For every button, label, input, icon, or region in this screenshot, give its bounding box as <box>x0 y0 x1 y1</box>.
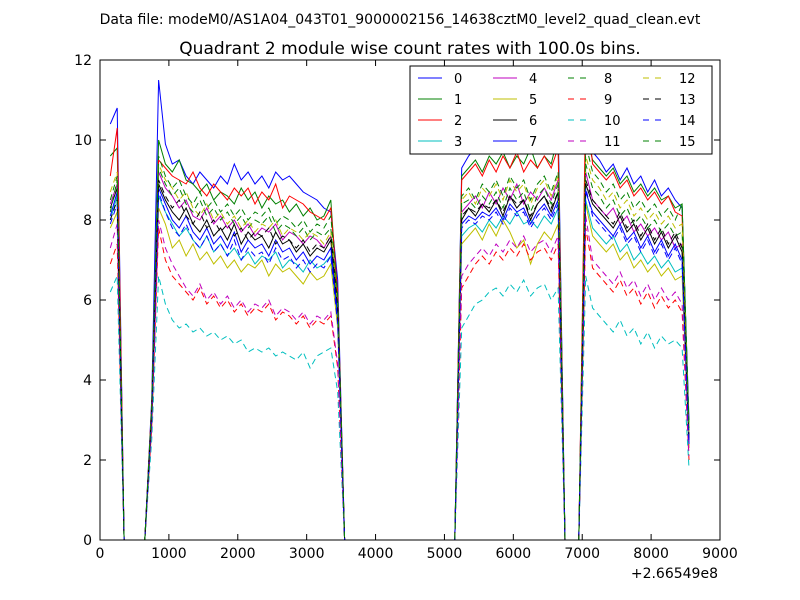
legend-label-9: 9 <box>604 93 612 108</box>
x-offset-label: +2.66549e8 <box>631 566 718 582</box>
series-line-6 <box>109 183 690 540</box>
series-line-10 <box>109 275 690 540</box>
x-tick-label: 0 <box>96 546 105 562</box>
legend-label-12: 12 <box>679 72 696 87</box>
series-line-11 <box>109 215 690 540</box>
legend-label-11: 11 <box>604 135 621 150</box>
y-tick-label: 0 <box>83 533 92 549</box>
y-tick-label: 8 <box>83 213 92 229</box>
x-tick-label: 5000 <box>427 546 463 562</box>
x-tick-label: 6000 <box>496 546 532 562</box>
data-file-suptitle: Data file: modeM0/AS1A04_043T01_90000021… <box>100 12 701 28</box>
chart-title: Quadrant 2 module wise count rates with … <box>179 39 640 59</box>
legend-label-8: 8 <box>604 72 612 87</box>
x-tick-label: 4000 <box>358 546 394 562</box>
series-line-2 <box>109 99 690 540</box>
axis-ticks: 0 1000 2000 3000 4000 5000 6000 7000 8000 9000 0 2 4… <box>74 53 738 562</box>
x-tick-label: 3000 <box>289 546 325 562</box>
x-tick-label: 9000 <box>702 546 738 562</box>
x-tick-label: 2000 <box>220 546 256 562</box>
legend-label-0: 0 <box>454 72 462 87</box>
legend-label-13: 13 <box>679 93 696 108</box>
series-line-14 <box>109 187 690 540</box>
legend-label-5: 5 <box>529 93 537 108</box>
y-tick-label: 12 <box>74 53 92 69</box>
series-line-5 <box>109 203 690 540</box>
y-tick-label: 2 <box>83 453 92 469</box>
legend-label-14: 14 <box>679 114 696 129</box>
series-line-12 <box>109 155 690 540</box>
y-tick-label: 6 <box>83 293 92 309</box>
legend-label-6: 6 <box>529 114 537 129</box>
legend-label-1: 1 <box>454 93 462 108</box>
legend-label-4: 4 <box>529 72 537 87</box>
series-line-13 <box>109 179 690 540</box>
series-line-9 <box>109 227 690 540</box>
legend-label-3: 3 <box>454 135 462 150</box>
y-tick-label: 10 <box>74 133 92 149</box>
x-tick-label: 7000 <box>564 546 600 562</box>
legend-label-7: 7 <box>529 135 537 150</box>
legend-label-15: 15 <box>679 135 696 150</box>
legend-box <box>409 65 713 155</box>
legend-label-2: 2 <box>454 114 462 129</box>
legend-label-10: 10 <box>604 114 621 129</box>
y-tick-label: 4 <box>83 373 92 389</box>
x-tick-label: 8000 <box>633 546 669 562</box>
series-lines <box>109 79 690 540</box>
x-tick-label: 1000 <box>151 546 187 562</box>
